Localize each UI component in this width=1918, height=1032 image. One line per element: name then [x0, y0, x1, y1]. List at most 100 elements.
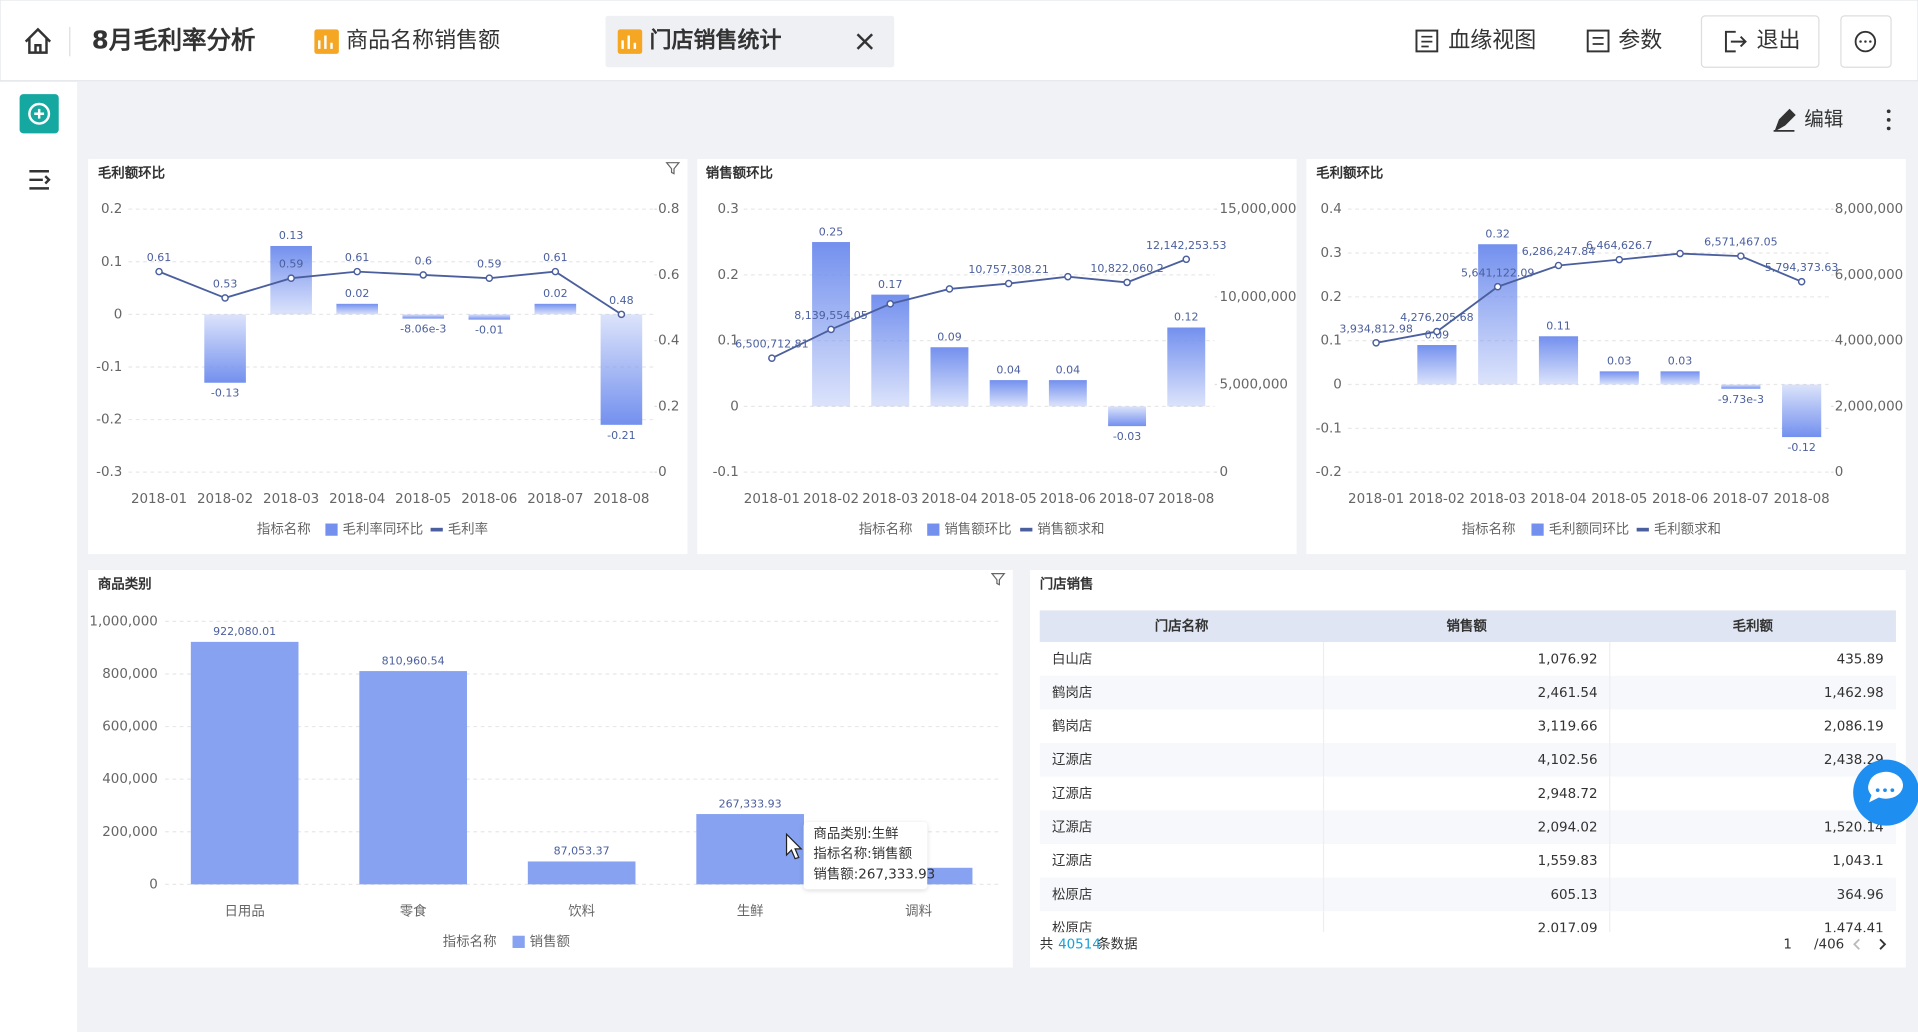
- bar: [1048, 380, 1087, 407]
- bar-value-label: 0.02: [543, 287, 568, 300]
- legend-label: 销售额环比: [944, 522, 1011, 538]
- x-tick-label: 2018-07: [1099, 492, 1155, 507]
- bar: [204, 314, 246, 383]
- table-row: [1039, 642, 1896, 676]
- table-row: [1039, 810, 1896, 844]
- table-cell: 辽源店: [1052, 786, 1092, 802]
- y-tick-label: -0.1: [1316, 421, 1342, 436]
- column-header: 销售额: [1446, 617, 1487, 634]
- x-tick-label: 零食: [400, 902, 427, 919]
- x-tick-label: 饮料: [568, 903, 595, 919]
- bar-value-label: -9.73e-3: [1718, 393, 1764, 406]
- bar: [190, 641, 299, 885]
- x-tick-label: 2018-05: [395, 492, 451, 507]
- tab-label[interactable]: 门店销售统计: [650, 28, 782, 54]
- legend-label: 毛利额求和: [1654, 522, 1721, 538]
- line-value-label: 6,464,626.7: [1586, 239, 1652, 252]
- y-tick-label: 0.4: [1320, 202, 1341, 217]
- y-tick-label: -0.1: [96, 360, 122, 375]
- bar: [989, 380, 1028, 407]
- bar: [527, 861, 636, 885]
- y-tick-label: 0.2: [101, 202, 122, 217]
- action-label[interactable]: 血缘视图: [1448, 29, 1536, 54]
- line-value-label: 6,286,247.84: [1522, 245, 1595, 258]
- close-tab[interactable]: [856, 33, 874, 50]
- tab-label[interactable]: 商品名称销售额: [346, 29, 500, 54]
- table-header: [1039, 610, 1896, 643]
- table-cell: 松原店: [1052, 887, 1092, 903]
- legend-symbol: [1020, 527, 1033, 532]
- tab[interactable]: 商品名称销售额: [314, 29, 500, 54]
- sidebar: [0, 81, 78, 1032]
- x-tick-label: 日用品: [224, 904, 264, 919]
- line: [771, 258, 1187, 360]
- action-label[interactable]: 参数: [1618, 29, 1662, 54]
- line-point: [1372, 339, 1380, 347]
- line-value-label: 8,139,554.05: [794, 309, 867, 322]
- x-tick-label: 2018-02: [803, 492, 859, 507]
- x-tick-label: 2018-08: [1158, 492, 1214, 507]
- table-cell: 辽源店: [1052, 819, 1092, 835]
- bar-value-label: 0.03: [1607, 355, 1632, 368]
- table-cell: 2,461.54: [1538, 686, 1598, 701]
- edit-button[interactable]: 编辑: [1804, 107, 1843, 130]
- line-value-label: 6,500,712.81: [735, 338, 808, 351]
- home-icon[interactable]: [24, 27, 52, 54]
- exit-button[interactable]: 退出: [1700, 15, 1820, 68]
- y-tick-label: 0.3: [717, 202, 738, 217]
- bar-value-label: -0.21: [607, 429, 635, 442]
- line-point: [1433, 327, 1441, 336]
- y2-tick-label: 8,000,000: [1835, 202, 1903, 217]
- x-tick-label: 2018-04: [329, 492, 385, 507]
- next-page[interactable]: [1879, 938, 1887, 950]
- table-cell: 1,559.83: [1538, 854, 1598, 869]
- filter-icon[interactable]: [665, 162, 681, 175]
- more-icon: [1854, 30, 1877, 53]
- line: [1375, 252, 1803, 344]
- line-value-label: 0.53: [213, 277, 237, 290]
- bar-value-label: 0.13: [279, 229, 303, 242]
- y-tick-label: 0: [149, 877, 158, 892]
- tab-icon-glyph: [318, 35, 333, 49]
- legend-label: 销售额求和: [1037, 522, 1104, 538]
- line-point: [287, 274, 295, 282]
- line-point: [768, 354, 776, 362]
- x-tick-label: 2018-07: [527, 492, 583, 507]
- filter-icon[interactable]: [990, 573, 1006, 586]
- bar-value-label: 0.04: [996, 363, 1021, 376]
- table-row: [1039, 911, 1896, 933]
- line-value-label: 5,794,373.63: [1765, 261, 1838, 274]
- tab-icon-glyph: [621, 35, 637, 49]
- params-button[interactable]: 参数: [1586, 29, 1663, 54]
- line-point: [155, 267, 163, 276]
- action-label[interactable]: 退出: [1757, 29, 1801, 54]
- y2-tick-label: 0.6: [658, 268, 679, 283]
- chat-button[interactable]: [1853, 759, 1918, 826]
- bar-value-label: -0.12: [1787, 441, 1815, 454]
- chart-title: 商品类别: [98, 576, 152, 593]
- x-tick-label: 2018-02: [1409, 492, 1465, 507]
- table-cell: 1,076.92: [1538, 652, 1598, 667]
- line-point: [485, 274, 494, 282]
- table-cell: 1,043.1: [1832, 854, 1883, 869]
- y2-tick-label: 0.8: [658, 202, 679, 217]
- y-tick-label: 0: [1333, 377, 1342, 392]
- lineage-button[interactable]: 血缘视图: [1415, 29, 1536, 54]
- y2-tick-label: 0: [658, 465, 667, 480]
- column-header: 门店名称: [1155, 617, 1209, 634]
- tab-active[interactable]: 门店销售统计: [605, 15, 895, 68]
- y-tick-label: -0.3: [96, 465, 122, 480]
- x-tick-label: 2018-01: [131, 492, 187, 507]
- x-tick-label: 2018-02: [197, 492, 253, 507]
- menu-icon[interactable]: [29, 170, 51, 190]
- table-title: 门店销售: [1040, 576, 1094, 593]
- y-tick-label: -0.2: [96, 413, 122, 428]
- prev-page[interactable]: [1853, 938, 1860, 950]
- legend-symbol: [927, 523, 940, 536]
- more-button[interactable]: [1840, 15, 1892, 68]
- table-cell: 辽源店: [1052, 752, 1092, 768]
- bar-value-label: 267,333.93: [719, 797, 782, 810]
- bar: [930, 347, 969, 407]
- bar: [1417, 345, 1457, 385]
